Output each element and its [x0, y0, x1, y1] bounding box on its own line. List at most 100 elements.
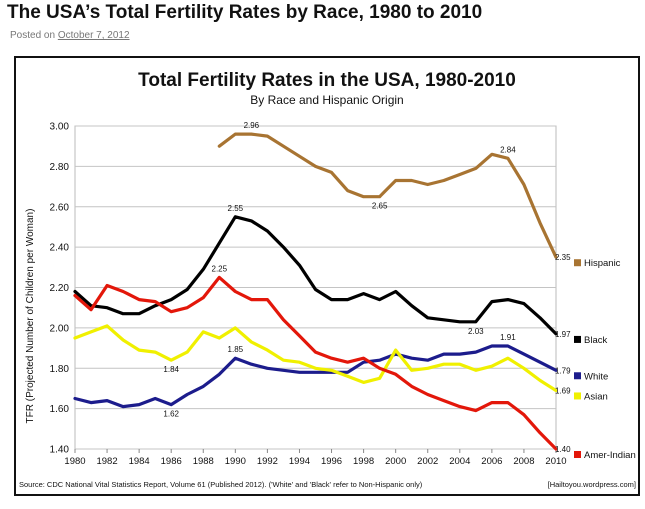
data-point-amer-indian [490, 401, 493, 404]
data-point-amer-indian [474, 409, 477, 412]
data-point-amer-indian [314, 351, 317, 354]
data-point-hispanic [362, 195, 365, 198]
legend-label-white: White [584, 371, 608, 382]
data-point-white [282, 369, 285, 372]
data-point-black [186, 288, 189, 291]
data-point-black [218, 241, 221, 244]
data-point-black [73, 290, 76, 293]
data-point-asian [330, 369, 333, 372]
data-label: 2.96 [244, 121, 260, 130]
data-point-white [538, 361, 541, 364]
x-tick-label: 2010 [545, 456, 566, 467]
x-tick-label: 2000 [385, 456, 406, 467]
data-point-amer-indian [378, 367, 381, 370]
data-point-hispanic [330, 171, 333, 174]
legend-label-asian: Asian [584, 391, 608, 402]
data-point-white [490, 344, 493, 347]
data-point-amer-indian [538, 431, 541, 434]
data-label: 2.84 [500, 145, 516, 154]
data-point-black [394, 290, 397, 293]
data-point-asian [378, 377, 381, 380]
legend-swatch-hispanic [574, 259, 581, 267]
x-tick-label: 2008 [513, 456, 534, 467]
data-point-amer-indian [442, 399, 445, 402]
data-point-black [522, 302, 525, 305]
data-label: 2.65 [372, 202, 388, 211]
data-point-black [362, 292, 365, 295]
data-point-amer-indian [73, 294, 76, 297]
data-point-amer-indian [250, 298, 253, 301]
data-point-black [250, 219, 253, 222]
data-label: 1.40 [555, 445, 571, 454]
data-point-black [202, 268, 205, 271]
data-point-black [410, 304, 413, 307]
y-tick-label: 2.00 [50, 323, 70, 334]
series-line-amer-indian [73, 275, 558, 451]
data-point-asian [282, 359, 285, 362]
data-point-asian [170, 359, 173, 362]
data-point-white [346, 371, 349, 374]
data-point-amer-indian [346, 361, 349, 364]
data-point-amer-indian [410, 385, 413, 388]
data-point-asian [426, 367, 429, 370]
posted-date-link[interactable]: October 7, 2012 [57, 30, 130, 41]
posted-line: Posted on October 7, 2012 [10, 30, 130, 41]
data-label: 1.91 [500, 333, 516, 342]
data-point-white [362, 361, 365, 364]
data-point-amer-indian [122, 290, 125, 293]
data-point-hispanic [378, 195, 381, 198]
data-point-white [105, 399, 108, 402]
data-point-amer-indian [170, 310, 173, 313]
source-note: Source: CDC National Vital Statistics Re… [19, 480, 423, 489]
data-point-hispanic [538, 221, 541, 224]
data-point-white [266, 367, 269, 370]
y-tick-label: 3.00 [50, 122, 70, 133]
data-point-asian [218, 336, 221, 339]
data-point-white [250, 363, 253, 366]
data-point-amer-indian [186, 306, 189, 309]
data-point-amer-indian [154, 300, 157, 303]
data-point-asian [73, 336, 76, 339]
data-point-black [234, 215, 237, 218]
legend-swatch-amer-indian [574, 451, 581, 458]
data-point-amer-indian [202, 296, 205, 299]
y-tick-label: 1.60 [50, 404, 70, 415]
x-tick-label: 1996 [321, 456, 342, 467]
data-point-white [218, 373, 221, 376]
y-tick-label: 1.40 [50, 445, 70, 456]
data-point-asian [538, 379, 541, 382]
x-tick-label: 1982 [96, 456, 117, 467]
data-label: 1.79 [555, 366, 571, 375]
data-point-white [378, 359, 381, 362]
legend-label-hispanic: Hispanic [584, 258, 621, 269]
data-annotations: 2.96 2.84 2.65 2.35 2.55 2.03 1.97 2.25 1.84 1.85… [163, 121, 571, 454]
data-point-hispanic [506, 157, 509, 160]
data-point-black [330, 298, 333, 301]
chart-frame [14, 56, 640, 496]
data-point-black [490, 300, 493, 303]
data-point-asian [410, 369, 413, 372]
legend-label-amer-indian: Amer-Indian [584, 450, 636, 461]
data-label: 1.84 [163, 365, 179, 374]
x-tick-label: 1986 [161, 456, 182, 467]
data-point-black [314, 288, 317, 291]
data-point-hispanic [282, 145, 285, 148]
data-point-white [73, 397, 76, 400]
data-point-hispanic [394, 179, 397, 182]
series-line-hispanic [217, 132, 558, 259]
post-title: The USA’s Total Fertility Rates by Race,… [7, 2, 483, 23]
data-point-amer-indian [138, 298, 141, 301]
data-point-amer-indian [394, 373, 397, 376]
data-point-asian [122, 338, 125, 341]
x-tick-label: 1990 [225, 456, 246, 467]
data-label: 1.62 [163, 410, 179, 419]
data-point-white [506, 344, 509, 347]
data-point-black [105, 306, 108, 309]
data-point-white [522, 353, 525, 356]
data-point-black [154, 304, 157, 307]
x-tick-label: 2002 [417, 456, 438, 467]
data-point-asian [202, 330, 205, 333]
data-point-amer-indian [522, 413, 525, 416]
data-point-white [234, 357, 237, 360]
data-point-amer-indian [234, 290, 237, 293]
